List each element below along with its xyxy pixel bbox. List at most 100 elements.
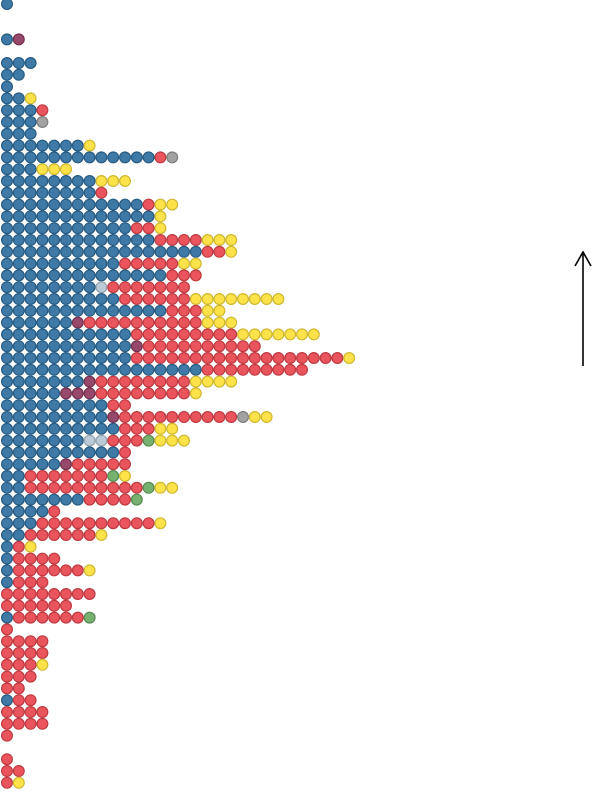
dot	[189, 245, 202, 258]
dot	[36, 363, 49, 376]
dot	[12, 186, 25, 199]
dot	[24, 92, 37, 105]
dot	[83, 257, 96, 270]
dot	[24, 611, 37, 624]
dot	[48, 293, 61, 306]
dot	[24, 658, 37, 671]
dot	[95, 304, 108, 317]
dot	[12, 139, 25, 152]
dot	[59, 587, 72, 600]
dot	[48, 198, 61, 211]
dot	[48, 564, 61, 577]
dot	[12, 222, 25, 235]
dot	[83, 234, 96, 247]
dot	[118, 363, 131, 376]
dot	[24, 646, 37, 659]
dot	[107, 517, 120, 530]
dot	[248, 328, 261, 341]
dot	[201, 293, 214, 306]
dot	[0, 363, 14, 376]
dot	[59, 458, 72, 471]
dot	[225, 375, 238, 388]
dot	[71, 517, 84, 530]
dot	[201, 363, 214, 376]
dot	[248, 352, 261, 365]
dot	[154, 257, 167, 270]
dot	[48, 611, 61, 624]
dot	[189, 269, 202, 282]
dot	[59, 234, 72, 247]
dot	[248, 293, 261, 306]
dot	[36, 587, 49, 600]
dot	[12, 470, 25, 483]
dot	[95, 363, 108, 376]
dot	[59, 352, 72, 365]
dot	[0, 293, 14, 306]
dot	[48, 269, 61, 282]
dot	[24, 151, 37, 164]
dot	[0, 163, 14, 176]
dot	[0, 281, 14, 294]
dot	[0, 198, 14, 211]
dot	[36, 528, 49, 541]
dot	[130, 352, 143, 365]
dot	[48, 363, 61, 376]
dot	[178, 234, 191, 247]
dot	[95, 340, 108, 353]
dot	[130, 198, 143, 211]
dot	[24, 635, 37, 648]
dot	[154, 316, 167, 329]
dot	[48, 458, 61, 471]
dot	[154, 293, 167, 306]
dot	[71, 375, 84, 388]
dot	[118, 293, 131, 306]
dot	[95, 399, 108, 412]
dot	[213, 234, 226, 247]
dot	[201, 316, 214, 329]
dot	[71, 411, 84, 424]
dot	[12, 328, 25, 341]
dot	[0, 33, 14, 46]
dot	[36, 269, 49, 282]
dot	[166, 245, 179, 258]
dot	[201, 375, 214, 388]
dot	[59, 139, 72, 152]
dot	[48, 434, 61, 447]
dot	[272, 328, 285, 341]
dot	[154, 304, 167, 317]
dot	[201, 234, 214, 247]
dot	[154, 375, 167, 388]
dot	[178, 352, 191, 365]
dot	[142, 269, 155, 282]
dot	[142, 434, 155, 447]
dot	[12, 104, 25, 117]
dot	[83, 434, 96, 447]
dot	[12, 127, 25, 140]
dot	[48, 352, 61, 365]
dot	[83, 611, 96, 624]
dot	[0, 776, 14, 789]
dot	[130, 481, 143, 494]
dot	[59, 304, 72, 317]
dot	[166, 340, 179, 353]
dot	[0, 729, 14, 742]
dot	[0, 304, 14, 317]
dot	[24, 293, 37, 306]
dot	[59, 481, 72, 494]
dot	[0, 375, 14, 388]
dot	[24, 363, 37, 376]
dot	[130, 434, 143, 447]
dot	[178, 293, 191, 306]
dot	[36, 635, 49, 648]
dot	[24, 399, 37, 412]
dot	[24, 576, 37, 589]
dot	[59, 222, 72, 235]
dot	[59, 198, 72, 211]
dot	[178, 387, 191, 400]
dot-area	[0, 0, 356, 789]
dot	[83, 363, 96, 376]
dot	[225, 316, 238, 329]
dot	[36, 163, 49, 176]
